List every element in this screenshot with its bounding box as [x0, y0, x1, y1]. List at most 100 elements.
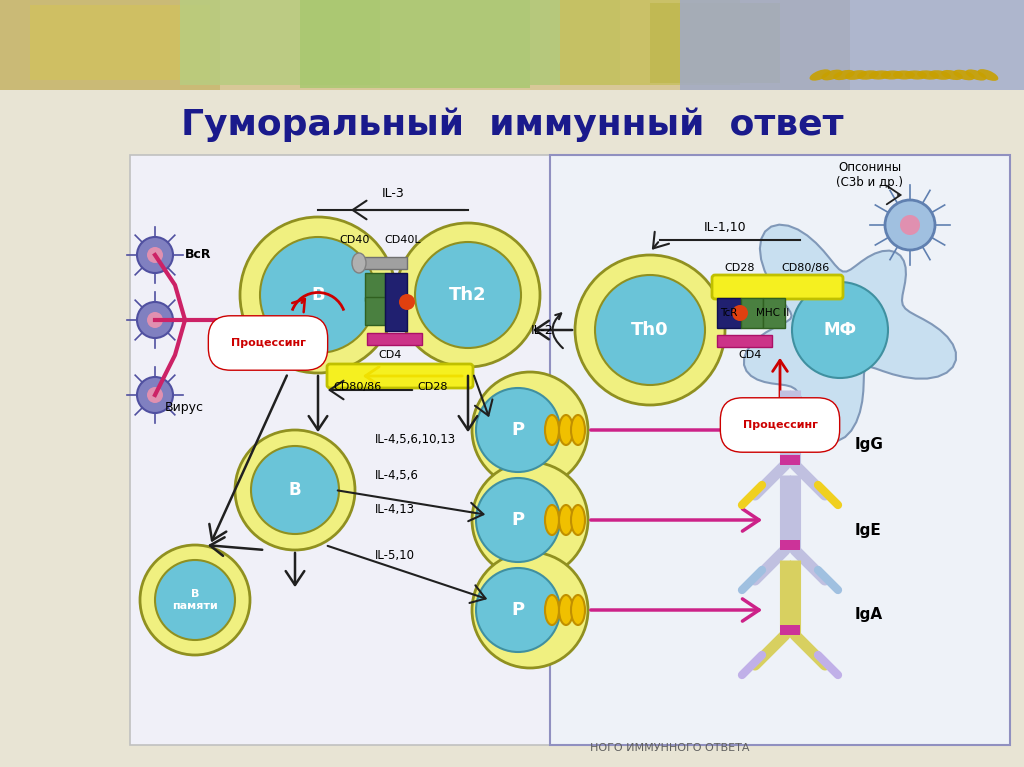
Text: MHC II: MHC II [757, 308, 790, 318]
Bar [365, 273, 385, 301]
Circle shape [137, 302, 173, 338]
Text: CD80/86: CD80/86 [333, 382, 381, 392]
Text: Р: Р [511, 511, 524, 529]
Text: IL-2: IL-2 [530, 324, 553, 337]
Ellipse shape [834, 70, 855, 80]
Text: IgG: IgG [855, 437, 884, 453]
Circle shape [732, 305, 748, 321]
Circle shape [476, 568, 560, 652]
Text: IL-3: IL-3 [382, 187, 404, 200]
Circle shape [792, 282, 888, 378]
Bar [780, 455, 800, 465]
Ellipse shape [545, 415, 559, 445]
Text: НОГО ИММУННОГО ОТВЕТА: НОГО ИММУННОГО ОТВЕТА [590, 743, 750, 753]
Ellipse shape [571, 415, 585, 445]
Bar [420, 0, 620, 85]
Text: CD28: CD28 [725, 263, 756, 273]
Bar [0, 0, 220, 90]
Ellipse shape [978, 69, 998, 81]
Circle shape [399, 294, 415, 310]
FancyBboxPatch shape [712, 275, 843, 299]
Circle shape [147, 387, 163, 403]
Text: B
памяти: B памяти [172, 589, 218, 611]
Bar [717, 335, 772, 347]
Text: Гуморальный  иммунный  ответ: Гуморальный иммунный ответ [181, 107, 843, 142]
Bar [180, 0, 380, 85]
Ellipse shape [893, 71, 915, 80]
Ellipse shape [352, 253, 366, 273]
Bar [365, 297, 385, 325]
Circle shape [472, 372, 588, 488]
Circle shape [900, 215, 920, 235]
Circle shape [240, 217, 396, 373]
FancyBboxPatch shape [327, 364, 473, 388]
Ellipse shape [941, 70, 963, 80]
Circle shape [147, 247, 163, 263]
Circle shape [251, 446, 339, 534]
Bar [0, 0, 1024, 90]
Text: Опсонины
(С3b и др.): Опсонины (С3b и др.) [837, 161, 903, 189]
Ellipse shape [966, 70, 986, 81]
Text: Th2: Th2 [450, 286, 486, 304]
Bar [780, 540, 800, 550]
Text: CD28: CD28 [418, 382, 449, 392]
Text: IL-4,5,6: IL-4,5,6 [375, 469, 419, 482]
Bar [0, 90, 1024, 767]
Text: Р: Р [511, 601, 524, 619]
Text: B: B [289, 481, 301, 499]
Text: Р: Р [511, 421, 524, 439]
Bar [300, 0, 530, 88]
Text: IgE: IgE [855, 522, 882, 538]
Circle shape [472, 552, 588, 668]
Polygon shape [744, 225, 955, 441]
Text: IL-4,5,6,10,13: IL-4,5,6,10,13 [375, 433, 456, 446]
Bar [680, 0, 1024, 90]
Bar [130, 155, 570, 745]
Text: Процессинг: Процессинг [742, 420, 817, 430]
Circle shape [260, 237, 376, 353]
Circle shape [885, 200, 935, 250]
Ellipse shape [953, 70, 975, 81]
Circle shape [140, 545, 250, 655]
Text: IgA: IgA [855, 607, 883, 623]
Text: CD4: CD4 [378, 350, 401, 360]
Ellipse shape [905, 71, 927, 80]
Ellipse shape [559, 415, 573, 445]
Text: CD4: CD4 [738, 350, 762, 360]
Ellipse shape [869, 71, 891, 80]
Circle shape [476, 388, 560, 472]
Circle shape [234, 430, 355, 550]
Ellipse shape [918, 71, 939, 80]
Bar [385, 273, 407, 331]
Ellipse shape [545, 595, 559, 625]
Ellipse shape [810, 69, 830, 81]
Bar [650, 3, 780, 83]
Text: IL-5,10: IL-5,10 [375, 548, 415, 561]
Bar [763, 298, 785, 328]
Text: Th0: Th0 [631, 321, 669, 339]
Text: TcR: TcR [720, 308, 737, 318]
Text: IL-4,13: IL-4,13 [375, 503, 415, 516]
Ellipse shape [559, 595, 573, 625]
Text: CD40: CD40 [340, 235, 371, 245]
Circle shape [147, 312, 163, 328]
Bar [780, 625, 800, 635]
Ellipse shape [857, 71, 879, 80]
Bar [717, 298, 741, 328]
Circle shape [595, 275, 705, 385]
Bar [550, 155, 1010, 745]
Circle shape [575, 255, 725, 405]
Circle shape [155, 560, 234, 640]
Circle shape [472, 462, 588, 578]
Text: BcR: BcR [185, 249, 212, 262]
Text: МФ: МФ [823, 321, 856, 339]
Bar [362, 257, 407, 269]
Circle shape [137, 237, 173, 273]
Bar [850, 0, 1024, 90]
Ellipse shape [545, 505, 559, 535]
Bar [367, 333, 422, 345]
Ellipse shape [821, 70, 843, 81]
Text: Процессинг: Процессинг [230, 338, 305, 348]
Circle shape [396, 223, 540, 367]
Text: CD40L: CD40L [385, 235, 421, 245]
